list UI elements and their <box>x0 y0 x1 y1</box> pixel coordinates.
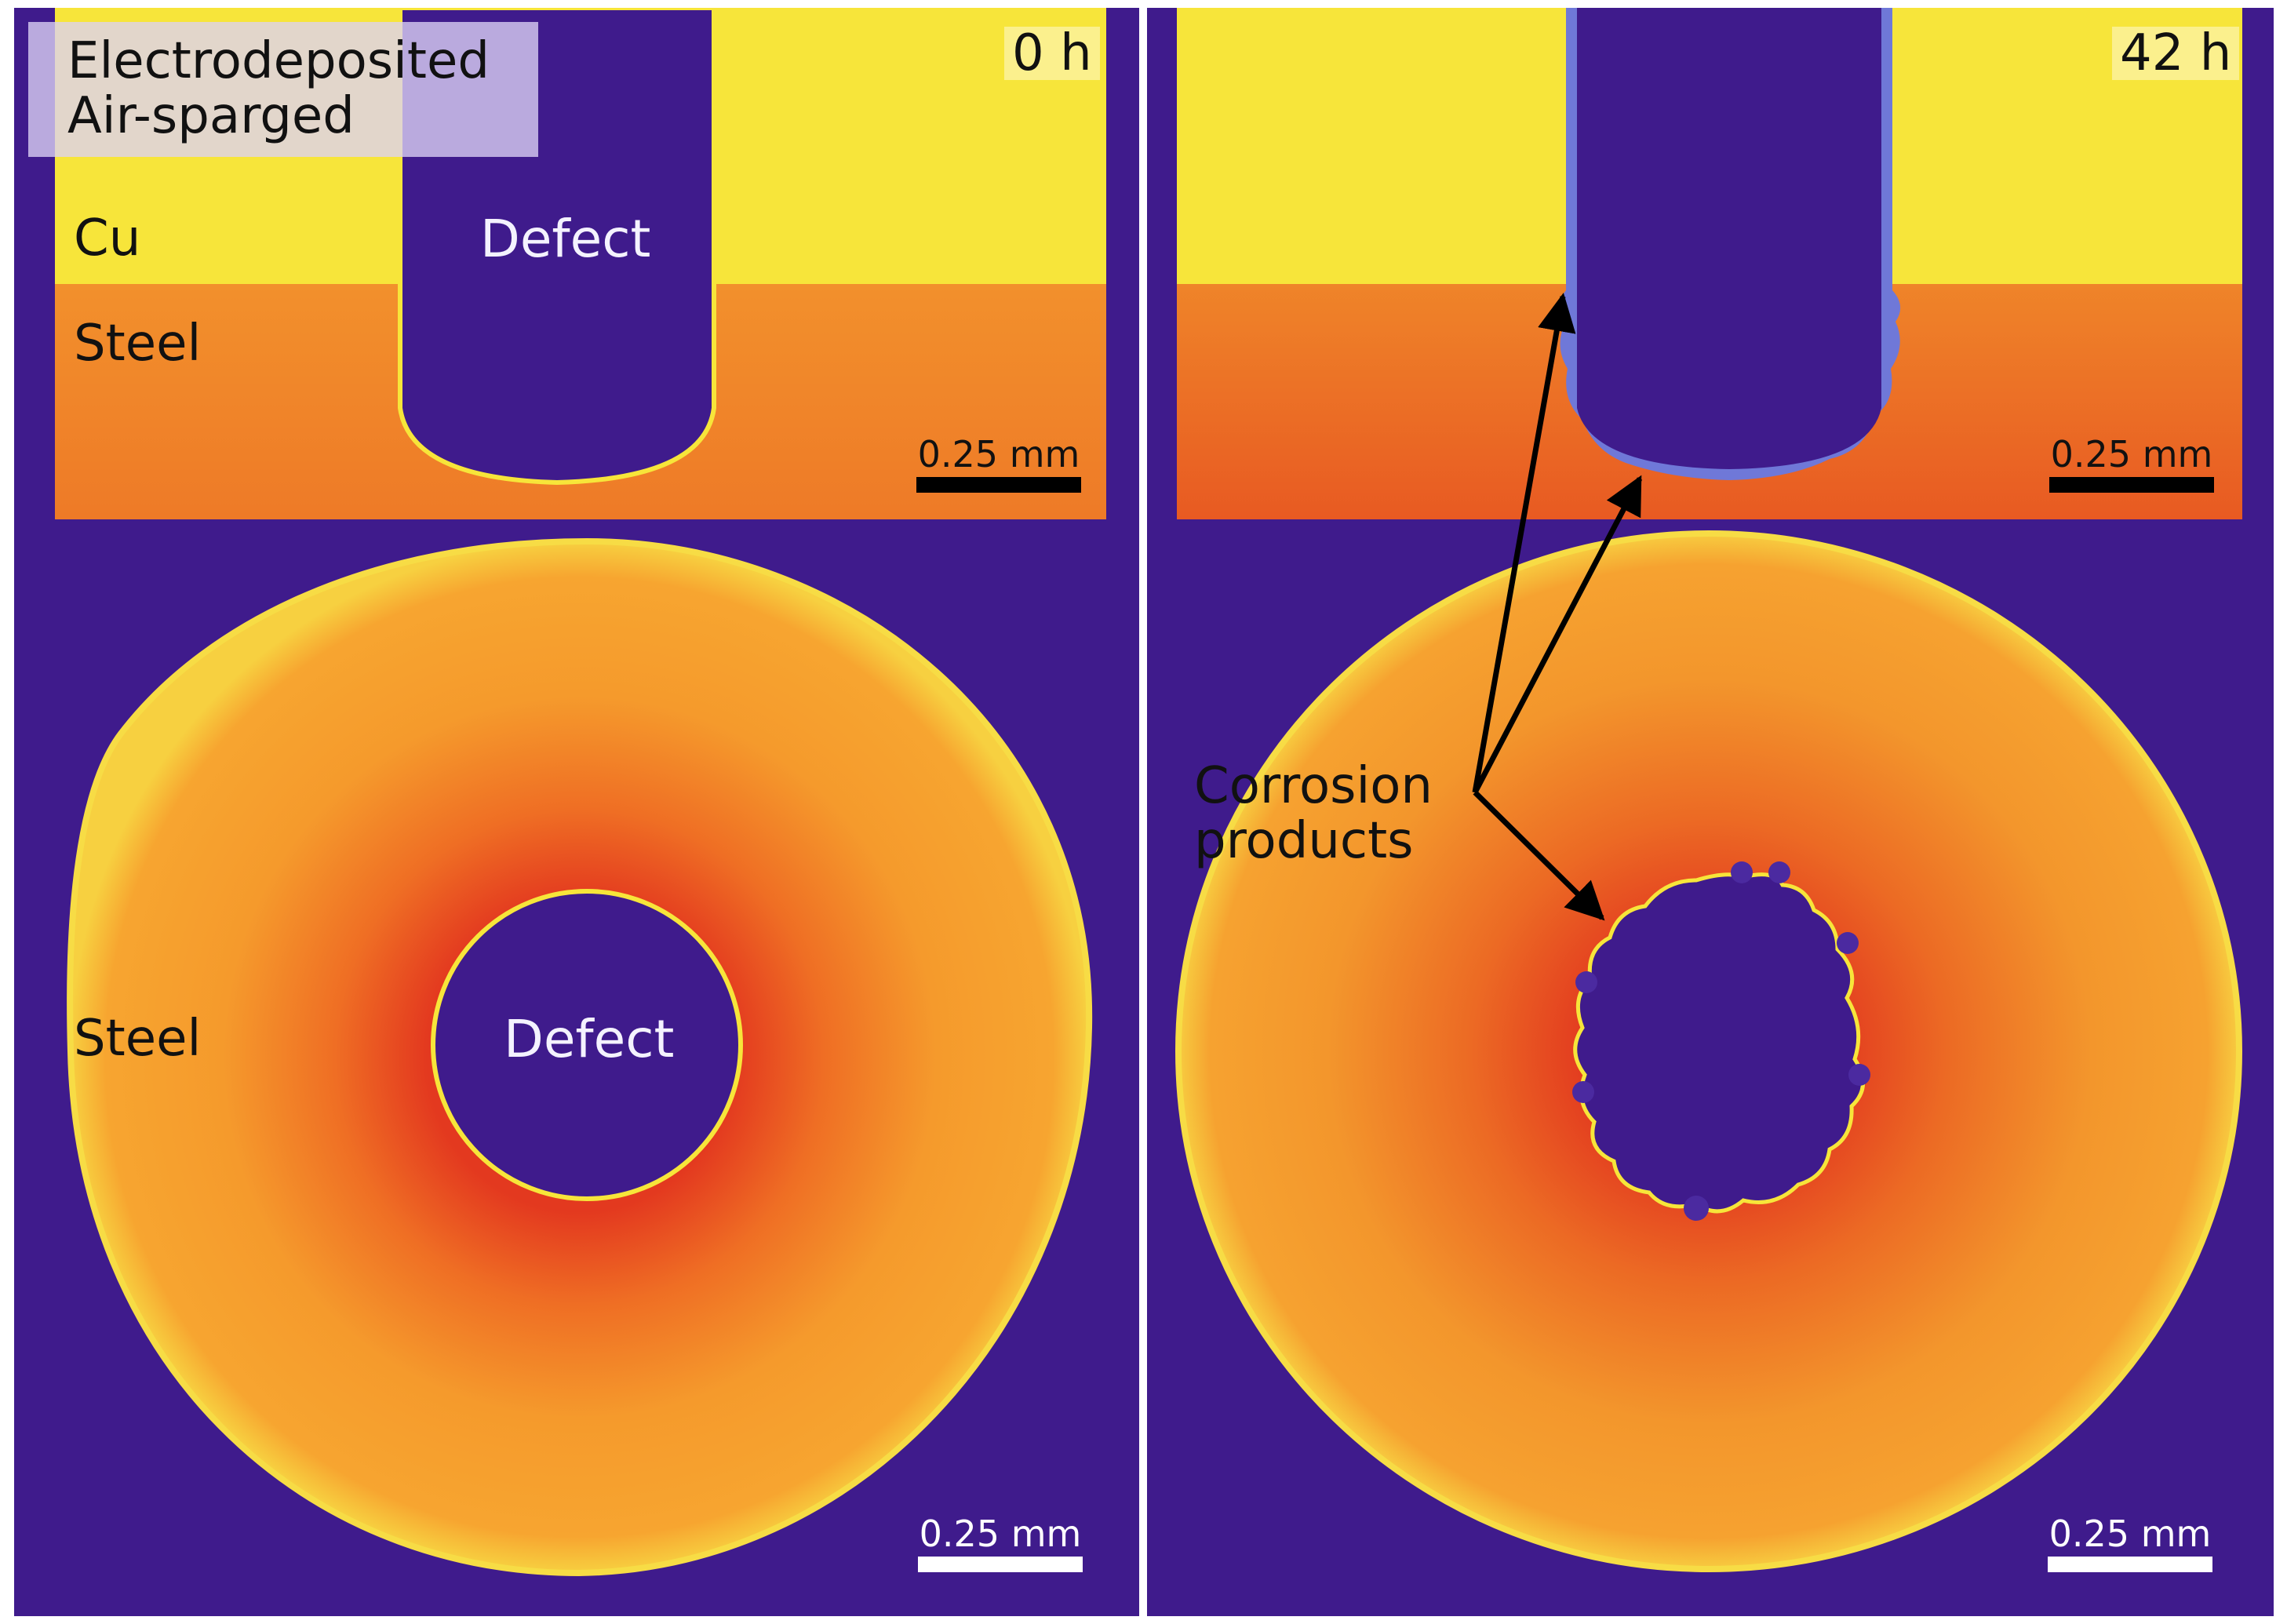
corrosion-nodule <box>1572 1081 1594 1103</box>
corroded-defect-hole <box>1573 872 1866 1214</box>
scale-bar-top-42h-bar <box>2049 477 2214 493</box>
corrosion-nodule <box>1837 932 1859 954</box>
arrow-to-slot-bottom <box>1472 475 1643 794</box>
left-panel-image <box>55 8 1106 1577</box>
right-panel-image <box>1175 8 2242 1572</box>
panel-divider <box>1139 0 1147 1624</box>
scale-bar-bottom-bar <box>918 1557 1083 1572</box>
condition-label-box: Electrodeposited Air-sparged <box>28 22 538 157</box>
scale-bar-bottom-42h-text: 0.25 mm <box>2048 1513 2212 1555</box>
defect-top-label: Defect <box>480 209 651 269</box>
scale-bar-bottom-42h-bar <box>2048 1557 2212 1572</box>
cu-label: Cu <box>74 209 141 268</box>
condition-electrodeposited: Electrodeposited <box>67 32 490 90</box>
condition-air-sparged: Air-sparged <box>67 87 355 145</box>
scale-bar-bottom-text: 0.25 mm <box>919 1513 1082 1555</box>
defect-slot-42h <box>1577 8 1881 469</box>
scale-bar-top-text: 0.25 mm <box>917 433 1080 475</box>
corrosion-nodule <box>1768 861 1790 883</box>
corrosion-nodule <box>1684 1196 1709 1221</box>
arrow-to-slot-wall <box>1472 293 1576 793</box>
arrow-to-hole <box>1473 790 1605 921</box>
scale-bar-top-bar <box>916 477 1081 493</box>
time-label: 0 h <box>1004 27 1100 80</box>
annotation-corrosion: Corrosion <box>1194 757 1433 815</box>
time-label-42h: 42 h <box>2112 27 2240 80</box>
steel-bottom-label: Steel <box>74 1010 202 1068</box>
right-panel: 42 h 0.25 mm Corrosion products 0.25 mm <box>1147 8 2274 1616</box>
defect-bottom-label: Defect <box>504 1009 675 1069</box>
corrosion-nodule <box>1575 971 1597 993</box>
scale-bar-top-42h: 0.25 mm <box>2049 436 2214 493</box>
defect-hole <box>431 889 743 1201</box>
scale-bar-bottom: 0.25 mm <box>918 1516 1083 1572</box>
scale-bar-top: 0.25 mm <box>916 436 1081 493</box>
left-panel: Electrodeposited Air-sparged 0 h Cu Stee… <box>14 8 1139 1616</box>
annotation-products: products <box>1194 812 1414 870</box>
corrosion-nodule <box>1848 1064 1870 1086</box>
scale-bar-bottom-42h: 0.25 mm <box>2048 1516 2212 1572</box>
steel-top-label: Steel <box>74 315 202 373</box>
corrosion-nodule <box>1731 861 1753 883</box>
scale-bar-top-42h-text: 0.25 mm <box>2050 433 2213 475</box>
